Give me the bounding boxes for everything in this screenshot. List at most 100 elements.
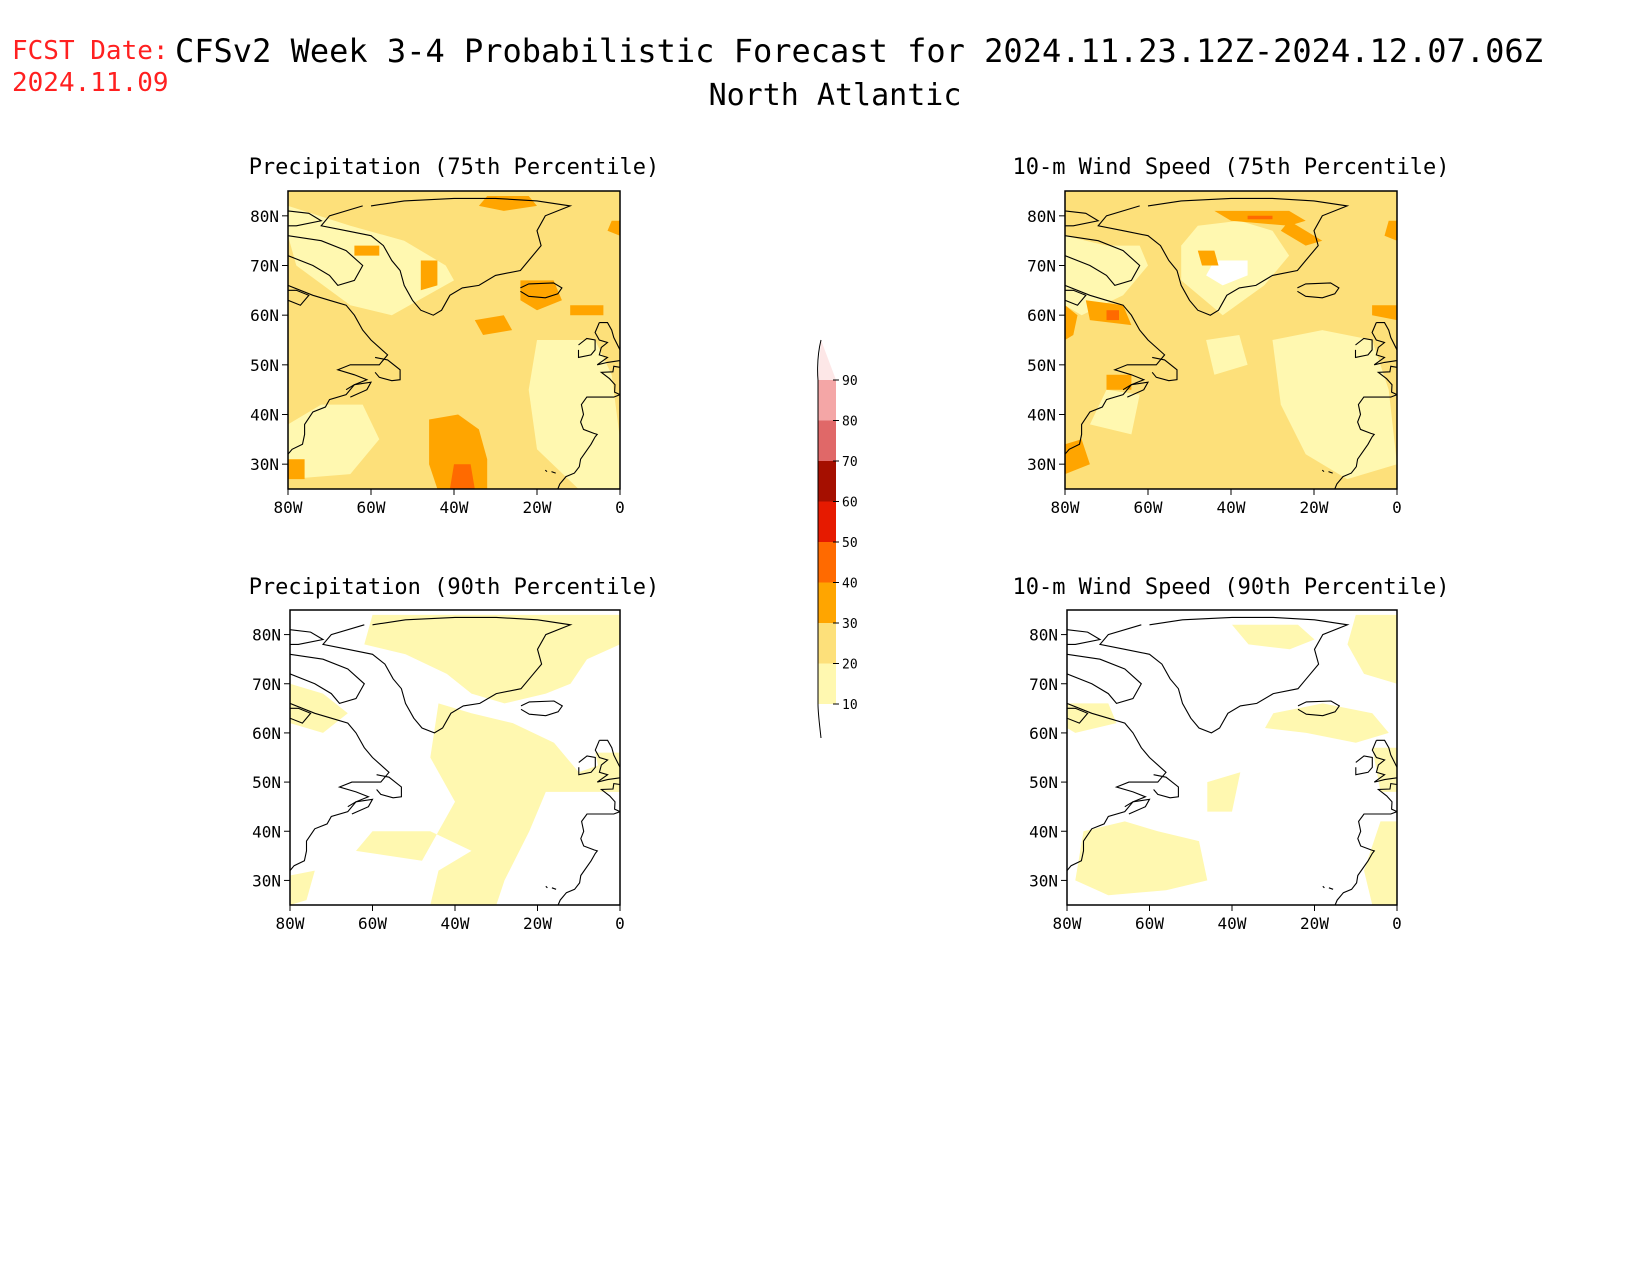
probability-region xyxy=(1265,703,1389,743)
lon-tick-label: 0 xyxy=(1392,498,1402,517)
coastline xyxy=(320,197,573,316)
map-panel-precip-75: Precipitation (75th Percentile) 80W 60W 40W… xyxy=(249,155,660,517)
probability-region xyxy=(607,220,620,236)
colorbar-label: 30 xyxy=(842,617,858,632)
coastline xyxy=(1371,322,1397,366)
coastline xyxy=(594,739,620,783)
coastline xyxy=(1067,702,1167,871)
coastline xyxy=(1065,289,1087,306)
colorbar-tail-low xyxy=(818,704,836,738)
coastline xyxy=(599,365,620,396)
probability-region xyxy=(1372,305,1397,321)
coastline xyxy=(288,284,389,455)
coastline xyxy=(1065,210,1100,227)
coastline xyxy=(545,885,548,889)
map-panel-wind-75: 10-m Wind Speed (75th Percentile) 80W 60W 4… xyxy=(1012,155,1449,517)
coastline xyxy=(1097,197,1350,316)
coastline xyxy=(321,616,573,734)
forecast-date-value: 2024.11.09 xyxy=(12,68,169,98)
coastline xyxy=(1328,887,1334,890)
lat-tick-label: 70N xyxy=(250,257,279,276)
probability-region xyxy=(1067,703,1117,733)
colorbar-segment xyxy=(818,623,836,664)
lon-tick-label: 20W xyxy=(1300,914,1329,933)
colorbar: 10 20 30 40 50 60 70 80 90 xyxy=(817,339,858,739)
lon-tick-label: 0 xyxy=(615,498,625,517)
lon-tick-label: 60W xyxy=(1135,914,1164,933)
coastline xyxy=(374,356,401,382)
colorbar-segment xyxy=(818,461,836,502)
probability-region xyxy=(1089,389,1140,435)
coastline xyxy=(1153,774,1179,799)
colorbar-label: 40 xyxy=(842,577,858,592)
colorbar-segment xyxy=(818,420,836,461)
probability-region xyxy=(595,752,620,792)
colorbar-segment xyxy=(818,582,836,623)
probability-region xyxy=(1232,624,1315,650)
probability-region xyxy=(1207,772,1241,812)
probability-region xyxy=(288,404,380,480)
coastline xyxy=(594,322,620,366)
probability-region xyxy=(1247,215,1273,220)
colorbar-segment xyxy=(818,501,836,542)
lat-tick-label: 70N xyxy=(1027,257,1056,276)
probability-region xyxy=(1364,821,1397,905)
lon-tick-label: 0 xyxy=(1392,914,1402,933)
lat-tick-label: 30N xyxy=(250,455,279,474)
coastline xyxy=(290,629,325,645)
lat-tick-label: 60N xyxy=(250,306,279,325)
coastline xyxy=(345,381,373,398)
panel-title: 10-m Wind Speed (75th Percentile) xyxy=(1012,155,1449,180)
coastline xyxy=(1065,235,1141,287)
colorbar-label: 20 xyxy=(842,658,858,673)
coastline xyxy=(1322,885,1325,889)
probability-region xyxy=(356,703,620,905)
coastline xyxy=(1067,707,1089,724)
colorbar-outline xyxy=(817,339,822,739)
coastline xyxy=(1355,755,1373,776)
lat-tick-label: 60N xyxy=(252,724,281,743)
map-panel-precip-90: Precipitation (90th Percentile) 80W 60W 40W… xyxy=(249,575,660,933)
coastline xyxy=(1354,337,1373,359)
lat-tick-label: 40N xyxy=(250,406,279,425)
coastline xyxy=(1151,356,1178,382)
lat-tick-label: 30N xyxy=(252,871,281,890)
probability-region xyxy=(570,305,604,316)
lat-tick-label: 50N xyxy=(252,773,281,792)
probability-region xyxy=(1347,614,1397,684)
coastline xyxy=(544,469,548,473)
probability-region xyxy=(1272,330,1397,480)
lon-tick-label: 0 xyxy=(615,914,625,933)
coastline xyxy=(1067,629,1102,645)
lat-tick-label: 80N xyxy=(250,207,279,226)
probability-region xyxy=(474,315,513,335)
lat-tick-label: 40N xyxy=(1029,822,1058,841)
lon-tick-label: 40W xyxy=(1218,914,1247,933)
lat-tick-label: 30N xyxy=(1027,455,1056,474)
coastline xyxy=(1321,469,1325,473)
coastline xyxy=(376,774,402,799)
coastline xyxy=(1334,394,1397,489)
colorbar-tail-high xyxy=(818,340,836,380)
coastline xyxy=(290,707,312,724)
lon-tick-label: 40W xyxy=(441,914,470,933)
colorbar-segment xyxy=(818,542,836,583)
probability-region xyxy=(1106,374,1132,390)
lat-tick-label: 50N xyxy=(1027,356,1056,375)
lon-tick-label: 80W xyxy=(1051,498,1080,517)
map-panel-wind-90: 10-m Wind Speed (90th Percentile) 80W 60W 4… xyxy=(1012,575,1449,933)
probability-region xyxy=(288,205,454,316)
coastline xyxy=(520,700,564,717)
lon-tick-label: 60W xyxy=(1134,498,1163,517)
coastline xyxy=(1376,782,1397,813)
probability-region xyxy=(364,614,620,704)
colorbar-segment xyxy=(818,663,836,704)
lat-tick-label: 80N xyxy=(1029,626,1058,645)
lat-tick-label: 80N xyxy=(1027,207,1056,226)
panel-title: Precipitation (75th Percentile) xyxy=(249,155,660,180)
coastline xyxy=(288,210,323,227)
probability-region xyxy=(528,340,620,489)
coastline xyxy=(551,471,556,474)
coastline xyxy=(1067,653,1142,705)
lon-tick-label: 60W xyxy=(357,498,386,517)
